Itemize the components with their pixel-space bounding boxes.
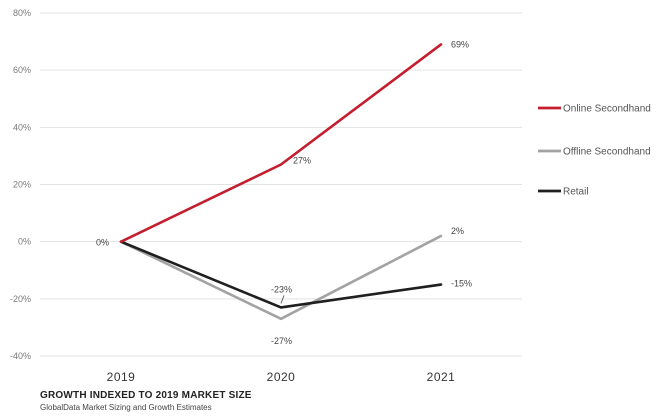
legend-label: Offline Secondhand: [563, 147, 651, 158]
y-tick-label: 60%: [13, 65, 31, 75]
x-tick-label: 2019: [107, 370, 136, 384]
footer-title: GROWTH INDEXED TO 2019 MARKET SIZE: [40, 390, 252, 401]
legend-label: Online Secondhand: [563, 104, 651, 115]
data-label: -23%: [271, 284, 292, 294]
data-label: -15%: [451, 279, 472, 289]
data-label: 0%: [96, 238, 109, 248]
series-line-online-secondhand: [119, 43, 443, 243]
x-axis: 2019 2020 2021: [107, 370, 456, 384]
x-tick-label: 2020: [267, 370, 296, 384]
data-label: 69%: [451, 39, 469, 49]
y-tick-label: -20%: [10, 294, 31, 304]
data-label: 2%: [451, 226, 464, 236]
legend-label: Retail: [563, 187, 589, 198]
series-lines: [119, 43, 443, 321]
y-tick-label: 40%: [13, 122, 31, 132]
gridlines: [40, 12, 522, 357]
footer-subtitle: GlobalData Market Sizing and Growth Esti…: [40, 403, 212, 412]
label-leader: [280, 295, 285, 304]
data-labels: 0% 27% 69% -27% 2% -23% -15%: [96, 39, 472, 345]
series-line-offline-secondhand: [119, 234, 443, 321]
data-label: 27%: [293, 155, 311, 165]
series-line-retail: [119, 240, 443, 309]
y-tick-label: -40%: [10, 351, 31, 361]
legend: Online Secondhand Offline Secondhand Retai…: [538, 104, 651, 198]
y-tick-label: 80%: [13, 8, 31, 18]
data-label: -27%: [271, 336, 292, 346]
x-tick-label: 2021: [427, 370, 456, 384]
y-tick-label: 0%: [18, 237, 31, 247]
y-axis: -40% -20% 0% 20% 40% 60% 80%: [10, 8, 31, 361]
y-tick-label: 20%: [13, 180, 31, 190]
